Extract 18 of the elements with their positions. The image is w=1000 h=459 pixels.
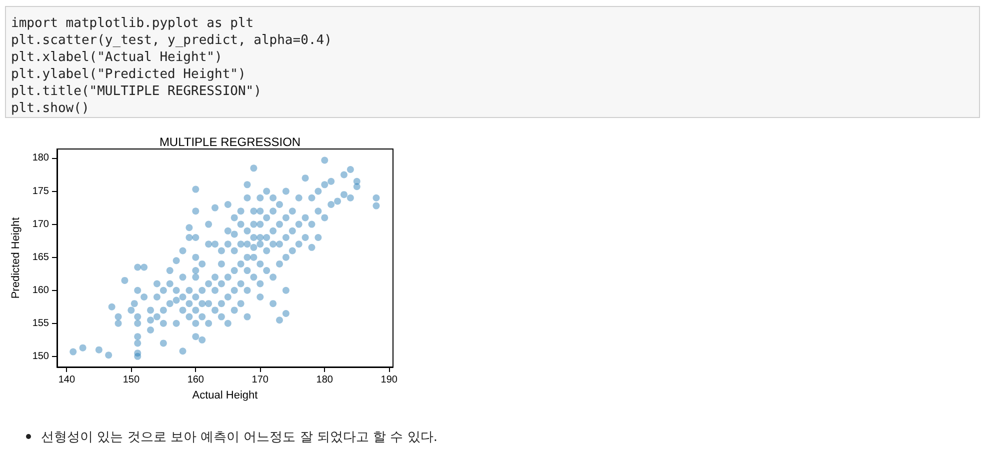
text: import matplotlib.pyplot as plt plt.scatter(y_test, y_predict, alpha=0.4) plt.xlabel("Actual Height") plt.ylabel("Predicted Height") plt.title("MULTIPLE REGRESSION") plt.show() bbox=[5, 6, 980, 118]
y-tick-label: 170 bbox=[32, 218, 50, 230]
x-tick-label: 140 bbox=[58, 374, 76, 386]
y-tick-label: 180 bbox=[32, 152, 50, 164]
y-tick-label: 150 bbox=[32, 350, 50, 362]
x-axis-title: Actual Height bbox=[192, 389, 258, 402]
x-tick-label: 160 bbox=[187, 374, 204, 386]
chart-title: MULTIPLE REGRESSION bbox=[159, 135, 301, 149]
x-tick-label: 180 bbox=[316, 374, 334, 386]
x-tick-label: 150 bbox=[122, 374, 140, 386]
x-tick-label: 190 bbox=[380, 374, 398, 386]
y-tick-label: 175 bbox=[32, 186, 50, 197]
y-tick-label: 160 bbox=[32, 284, 50, 296]
text: 선형성이 있는 것으로 보아 예측이 어느정도 잘 되었다고 할 수 있다. bbox=[41, 430, 438, 445]
y-tick-label: 165 bbox=[32, 252, 50, 263]
y-axis-title: Predicted Height bbox=[10, 217, 22, 299]
x-tick-label: 170 bbox=[252, 374, 269, 386]
y-tick-label: 155 bbox=[32, 318, 50, 329]
